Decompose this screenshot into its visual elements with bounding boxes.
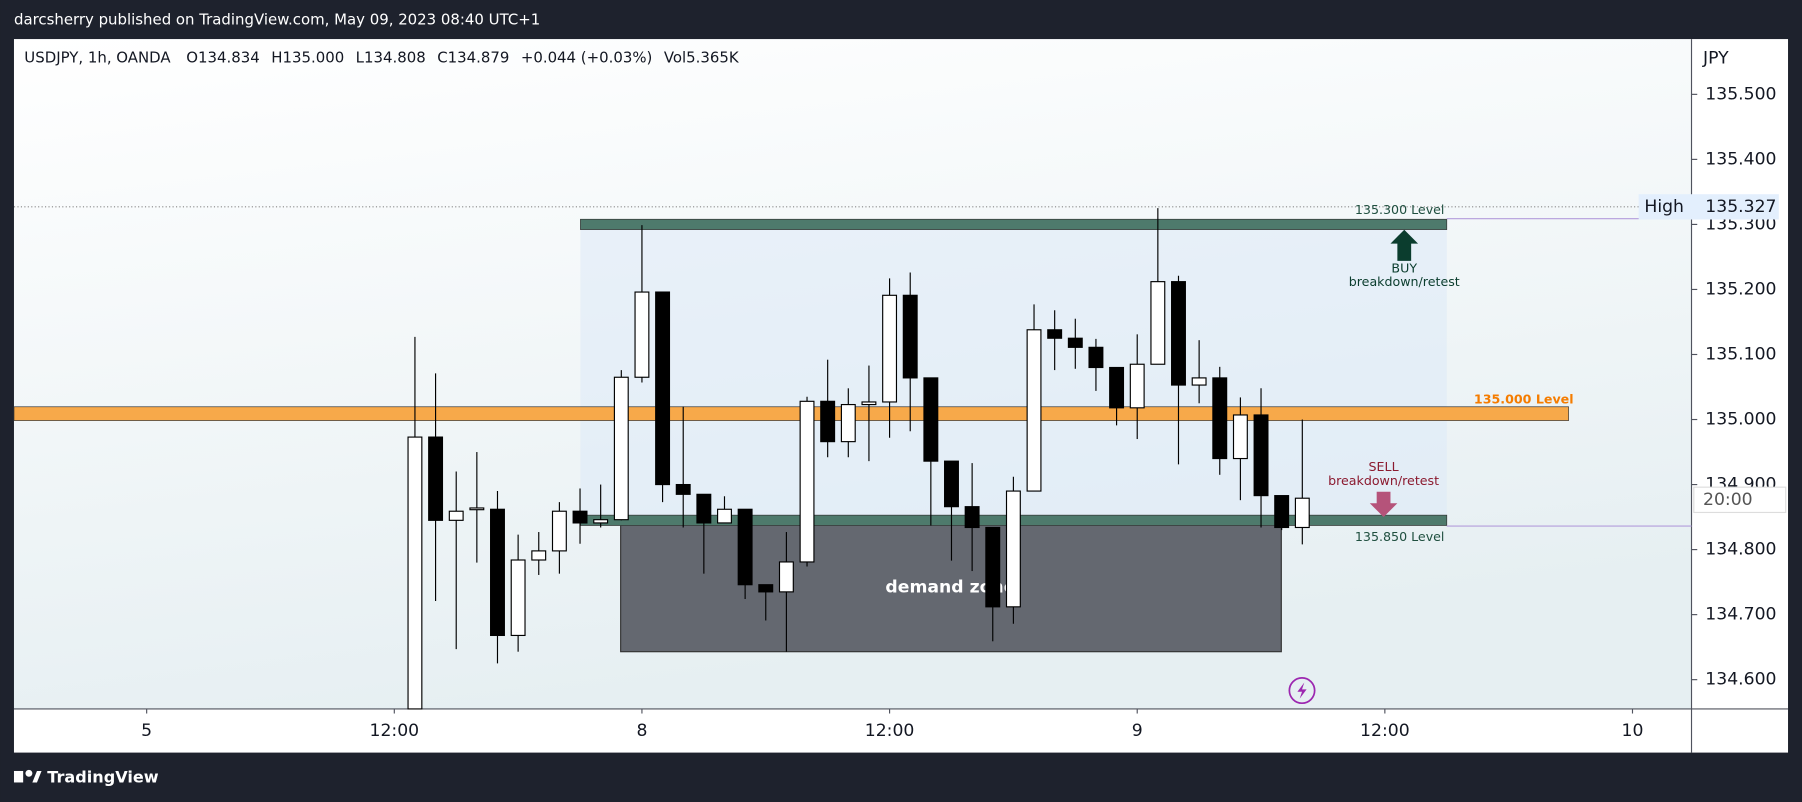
y-tick-label: 135.400 xyxy=(1705,149,1776,169)
demand-zone-label: demand zone xyxy=(885,578,1015,598)
high-tag-value: 135.327 xyxy=(1705,197,1776,217)
buy-label: BUY xyxy=(1391,260,1417,275)
level-band xyxy=(13,406,1569,421)
candle-body xyxy=(613,376,629,521)
candle-body xyxy=(1109,366,1125,409)
candle-body xyxy=(696,493,712,524)
y-tick-label: 134.700 xyxy=(1705,605,1776,625)
brand: TradingView xyxy=(47,767,159,786)
candle-body xyxy=(1005,490,1021,608)
legend-value: L134.808 xyxy=(356,49,426,67)
candle-body xyxy=(964,506,980,529)
x-tick-label: 5 xyxy=(141,721,152,741)
candle-body xyxy=(1191,377,1207,386)
candle-body xyxy=(923,377,939,462)
candle-body xyxy=(551,510,567,552)
candle-body xyxy=(902,294,918,379)
candle-body xyxy=(572,510,588,524)
currency: JPY xyxy=(1702,49,1729,69)
x-tick-label: 10 xyxy=(1622,721,1644,741)
legend-value: Vol5.365K xyxy=(664,49,740,67)
candle-body xyxy=(944,460,959,508)
candle-body xyxy=(861,401,877,406)
candle-body xyxy=(758,584,774,593)
event-icon xyxy=(1288,677,1316,705)
candle-body xyxy=(1171,281,1186,386)
level-label: 135.300 Level xyxy=(1355,202,1445,217)
candle-body xyxy=(531,550,547,561)
candle-body xyxy=(1026,329,1042,492)
candle-body xyxy=(820,400,836,443)
candle-body xyxy=(1253,414,1269,497)
candle-body xyxy=(655,291,671,486)
candle-body xyxy=(778,561,794,593)
candle-body xyxy=(799,400,815,563)
candle-body xyxy=(1047,329,1063,339)
countdown-tag xyxy=(1693,486,1787,514)
x-tick-label: 12:00 xyxy=(865,721,915,741)
candle-body xyxy=(448,510,464,521)
candle-body xyxy=(469,507,485,511)
buy-arrow xyxy=(1390,229,1419,261)
candle-body xyxy=(490,508,505,637)
candle-body xyxy=(1294,497,1310,529)
candle-body xyxy=(985,526,1001,608)
candle-body xyxy=(882,294,898,403)
y-tick-label: 135.500 xyxy=(1705,84,1776,104)
candle-body xyxy=(675,483,691,495)
x-tick-label: 12:00 xyxy=(369,721,419,741)
level-band xyxy=(580,218,1448,230)
x-tick-label: 8 xyxy=(636,721,647,741)
legend-value: H135.000 xyxy=(271,49,344,67)
candle-body xyxy=(428,436,444,521)
logo xyxy=(13,769,42,783)
candle-body xyxy=(1067,337,1083,348)
candle-body xyxy=(1129,363,1145,409)
x-tick-label: 12:00 xyxy=(1360,721,1410,741)
candle-body xyxy=(1274,495,1290,529)
y-tick-label: 135.100 xyxy=(1705,344,1776,364)
y-tick-label: 135.000 xyxy=(1705,410,1776,430)
candle-body xyxy=(510,559,526,637)
y-tick-label: 135.200 xyxy=(1705,279,1776,299)
price-axis xyxy=(1691,39,1789,709)
y-tick-label: 134.600 xyxy=(1705,670,1776,690)
sell-label: SELL xyxy=(1369,459,1399,474)
candle-body xyxy=(1212,377,1228,460)
candle-body xyxy=(634,291,650,378)
high-tag-label: High xyxy=(1644,197,1684,217)
legend-value: C134.879 xyxy=(437,49,509,67)
symbol: USDJPY, 1h, OANDA xyxy=(24,49,171,67)
buy-note: breakdown/retest xyxy=(1349,274,1460,289)
candle-body xyxy=(593,519,609,524)
candle-body xyxy=(840,403,856,443)
candle-body xyxy=(1088,346,1104,369)
candle-body xyxy=(407,436,423,710)
legend-value: +0.044 (+0.03%) xyxy=(521,49,653,67)
sell-note: breakdown/retest xyxy=(1328,473,1439,488)
x-tick-label: 9 xyxy=(1132,721,1143,741)
published: darcsherry published on TradingView.com,… xyxy=(14,11,540,29)
event-icon-bolt xyxy=(1297,682,1307,699)
y-tick-label: 134.800 xyxy=(1705,540,1776,560)
legend-value: O134.834 xyxy=(186,49,259,67)
level-label: 135.850 Level xyxy=(1355,529,1445,544)
sell-arrow xyxy=(1369,491,1398,518)
level-label: 135.000 Level xyxy=(1474,391,1574,406)
range-box xyxy=(580,224,1447,521)
high-tag xyxy=(1638,194,1779,220)
time-axis xyxy=(13,708,1789,753)
candle-body xyxy=(737,508,753,586)
countdown: 20:00 xyxy=(1703,490,1753,510)
candle-body xyxy=(1232,414,1248,460)
candle-body xyxy=(717,508,732,524)
candle-body xyxy=(1150,281,1166,365)
